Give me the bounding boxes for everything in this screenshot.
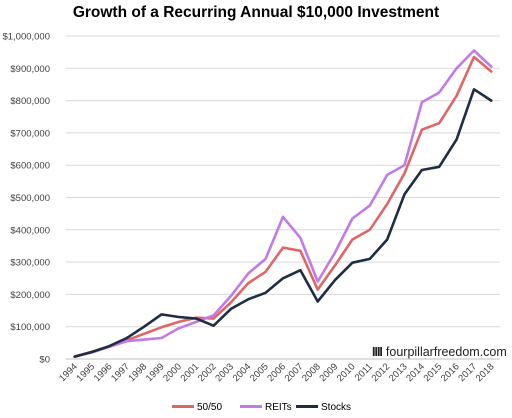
- series-line-reits: [73, 49, 493, 358]
- legend-label: Stocks: [321, 402, 352, 413]
- x-tick-label: 2012: [370, 361, 393, 384]
- y-tick-label: $300,000: [10, 258, 50, 269]
- x-tick-label: 2006: [265, 361, 288, 384]
- x-tick-label: 2009: [317, 361, 340, 384]
- x-tick-label: 1994: [57, 361, 80, 384]
- x-tick-label: 2001: [179, 361, 202, 384]
- y-tick-label: $700,000: [10, 128, 50, 139]
- x-tick-label: 1999: [144, 361, 167, 384]
- x-tick-label: 1995: [74, 361, 97, 384]
- legend-swatch: [240, 404, 262, 408]
- x-tick-label: 2010: [335, 361, 358, 384]
- x-tick-label: 1997: [109, 361, 132, 384]
- x-tick-label: 2002: [196, 361, 219, 384]
- y-tick-label: $600,000: [10, 161, 50, 172]
- y-tick-label: $200,000: [10, 290, 50, 301]
- y-tick-label: $100,000: [10, 322, 50, 333]
- x-tick-label: 2018: [474, 361, 497, 384]
- x-tick-label: 2003: [213, 361, 236, 384]
- x-tick-label: 2016: [439, 361, 462, 384]
- legend-swatch: [296, 404, 318, 408]
- legend-label: REITs: [265, 402, 292, 413]
- y-tick-label: $500,000: [10, 193, 50, 204]
- legend-label: 50/50: [197, 402, 223, 413]
- x-tick-label: 2017: [456, 361, 479, 384]
- x-axis-tick-labels: 1994199519961997199819992000200120022003…: [57, 361, 496, 384]
- watermark: IIII fourpillarfreedom.com: [372, 345, 507, 359]
- x-tick-label: 2007: [283, 361, 306, 384]
- gridlines: [66, 35, 500, 360]
- y-tick-label: $1,000,000: [2, 32, 50, 43]
- x-tick-label: 2011: [353, 361, 375, 383]
- series-lines: [73, 49, 493, 359]
- x-tick-label: 2013: [387, 361, 410, 384]
- y-axis-tick-labels: $0 $100,000 $200,000 $300,000 $400,000 $500,0…: [2, 32, 50, 366]
- legend-item-reits: REITs: [240, 402, 292, 413]
- legend-swatch: [172, 404, 194, 408]
- x-tick-label: 1996: [92, 361, 115, 384]
- x-tick-label: 1998: [127, 361, 150, 384]
- x-tick-label: 2005: [248, 361, 271, 384]
- watermark-text: fourpillarfreedom.com: [385, 345, 507, 359]
- y-tick-label: $400,000: [10, 225, 50, 236]
- legend-item-50-50: 50/50: [172, 402, 222, 413]
- legend: 50/50 REITs Stocks: [0, 402, 512, 416]
- y-tick-label: $900,000: [10, 64, 50, 75]
- chart-title: Growth of a Recurring Annual $10,000 Inv…: [72, 4, 440, 21]
- series-line-stocks: [73, 88, 493, 359]
- series-line-50-50: [73, 55, 493, 358]
- x-tick-label: 2014: [404, 361, 427, 384]
- y-tick-label: $800,000: [10, 96, 50, 107]
- y-tick-label: $0: [39, 355, 50, 366]
- watermark-logo: IIII: [372, 345, 383, 359]
- x-tick-label: 2008: [300, 361, 323, 384]
- x-tick-label: 2000: [161, 361, 184, 384]
- x-tick-label: 2004: [231, 361, 254, 384]
- x-tick-label: 2015: [422, 361, 445, 384]
- legend-item-stocks: Stocks: [296, 402, 351, 413]
